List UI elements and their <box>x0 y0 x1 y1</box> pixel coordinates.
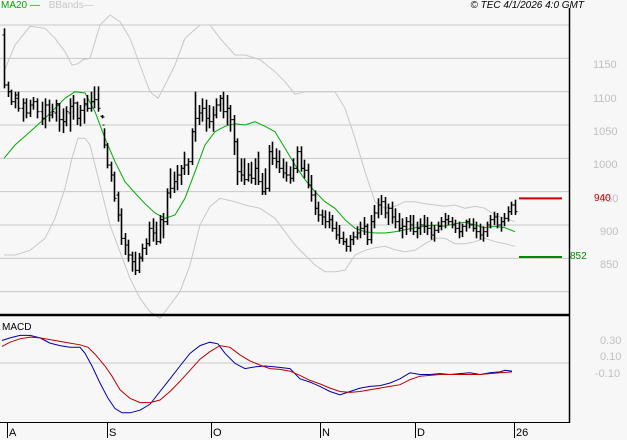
bollinger-bands <box>3 14 516 319</box>
price-label: 850 <box>600 259 619 272</box>
macd-label: 0.30 <box>600 335 622 347</box>
price-label: 1150 <box>593 59 617 72</box>
chart-frame <box>0 8 571 438</box>
macd-line <box>1 334 513 414</box>
macd-label: 0.10 <box>600 351 622 363</box>
x-label: 26 <box>516 427 529 439</box>
legend-ma20: MA20 — <box>1 0 40 11</box>
price-label: 1100 <box>593 92 617 105</box>
bb-upper-line <box>3 14 516 223</box>
price-gridlines <box>0 24 569 364</box>
signal-line <box>1 336 513 404</box>
x-label: S <box>109 427 117 439</box>
price-label: 950 <box>600 192 619 205</box>
resistance-label: 940 <box>594 193 611 205</box>
support-resistance-markers <box>519 197 562 258</box>
price-label: 1000 <box>593 159 618 172</box>
price-label: 900 <box>600 225 619 238</box>
bb-lower-line <box>4 137 516 319</box>
ohlc-bars <box>2 28 518 275</box>
x-label: D <box>417 427 425 439</box>
legend-ma20-label: MA20 <box>1 0 28 11</box>
x-label: O <box>213 427 222 439</box>
x-label: N <box>322 427 330 439</box>
copyright-timestamp: © TEC 4/1/2026 4:0 GMT <box>470 0 584 11</box>
chart-legend: MA20 — BBands— <box>1 0 94 11</box>
price-label: 1050 <box>593 125 618 138</box>
legend-bbands-label: BBands <box>48 0 84 11</box>
x-label: A <box>9 427 17 439</box>
legend-bbands: BBands— <box>48 0 94 11</box>
support-label: 852 <box>570 250 587 262</box>
macd-title: MACD <box>2 322 32 333</box>
macd-label: -0.10 <box>595 368 621 380</box>
macd-panel-lines <box>1 334 513 414</box>
